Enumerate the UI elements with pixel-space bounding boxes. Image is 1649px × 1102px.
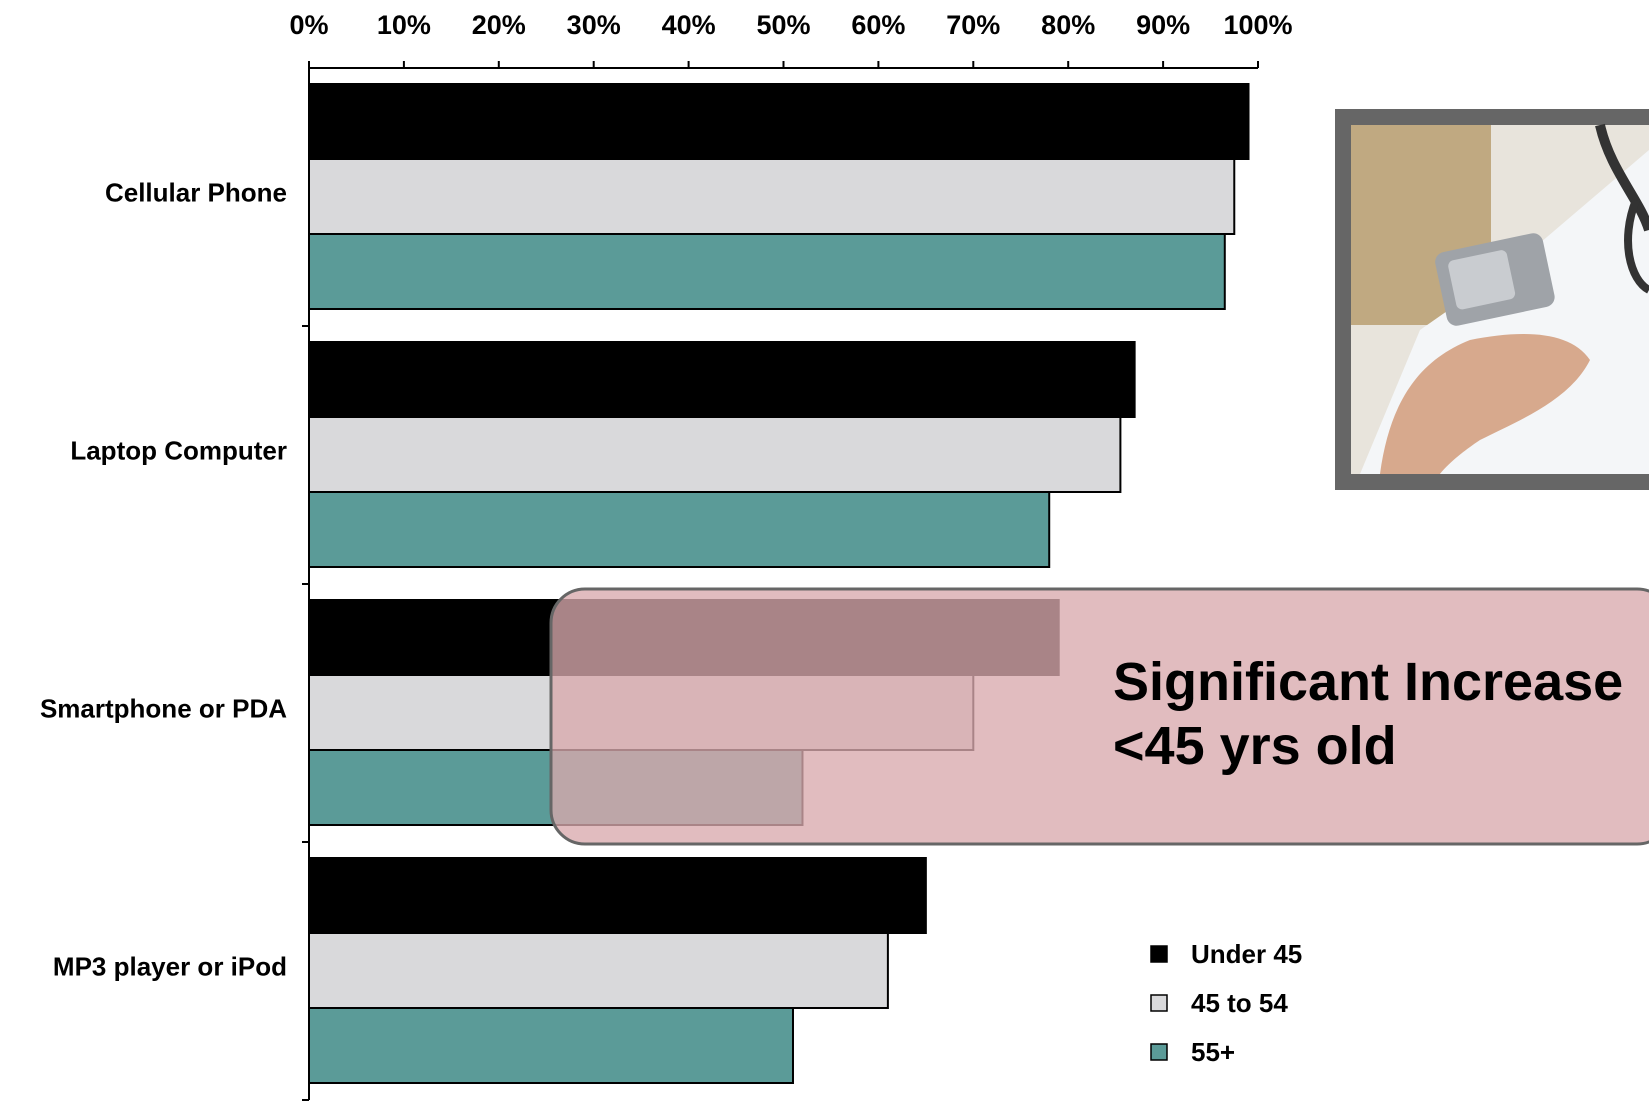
x-tick-label: 100% bbox=[1223, 10, 1292, 40]
doctor-phone-photo bbox=[1335, 109, 1649, 490]
bar bbox=[308, 1007, 794, 1084]
bars bbox=[308, 83, 1250, 1084]
bar bbox=[308, 857, 927, 934]
bar bbox=[308, 416, 1122, 493]
x-tick-label: 0% bbox=[289, 10, 328, 40]
significant-increase-callout: Significant Increase <45 yrs old bbox=[549, 587, 1649, 846]
x-tick-label: 70% bbox=[946, 10, 1000, 40]
category-labels: Cellular Phone Laptop Computer Smartphone … bbox=[40, 178, 287, 982]
x-axis: 0% 10% 20% 30% 40% 50% 60% 70% 80% 90% 100% bbox=[289, 10, 1293, 1101]
legend-label: 45 to 54 bbox=[1191, 988, 1288, 1018]
x-tick-label: 30% bbox=[567, 10, 621, 40]
category-label: Smartphone or PDA bbox=[40, 694, 287, 724]
x-tick-label: 80% bbox=[1041, 10, 1095, 40]
legend-swatch bbox=[1150, 994, 1168, 1012]
bar bbox=[308, 83, 1250, 160]
category-label: MP3 player or iPod bbox=[53, 952, 287, 982]
bar bbox=[308, 233, 1226, 310]
legend-swatch bbox=[1150, 945, 1168, 963]
x-tick-label: 50% bbox=[756, 10, 810, 40]
legend-swatch bbox=[1150, 1043, 1168, 1061]
legend: Under 45 45 to 54 55+ bbox=[1150, 939, 1302, 1067]
bar bbox=[308, 341, 1136, 418]
x-tick-label: 90% bbox=[1136, 10, 1190, 40]
x-tick-label: 20% bbox=[472, 10, 526, 40]
x-tick-label: 10% bbox=[377, 10, 431, 40]
x-tick-label: 40% bbox=[662, 10, 716, 40]
legend-label: 55+ bbox=[1191, 1037, 1235, 1067]
bar bbox=[308, 491, 1051, 568]
x-tick-label: 60% bbox=[851, 10, 905, 40]
category-label: Laptop Computer bbox=[70, 436, 287, 466]
callout-line-2: <45 yrs old bbox=[1113, 716, 1397, 776]
bar bbox=[308, 158, 1236, 235]
category-label: Cellular Phone bbox=[105, 178, 287, 208]
bar bbox=[308, 932, 889, 1009]
legend-label: Under 45 bbox=[1191, 939, 1302, 969]
callout-line-1: Significant Increase bbox=[1113, 652, 1623, 712]
